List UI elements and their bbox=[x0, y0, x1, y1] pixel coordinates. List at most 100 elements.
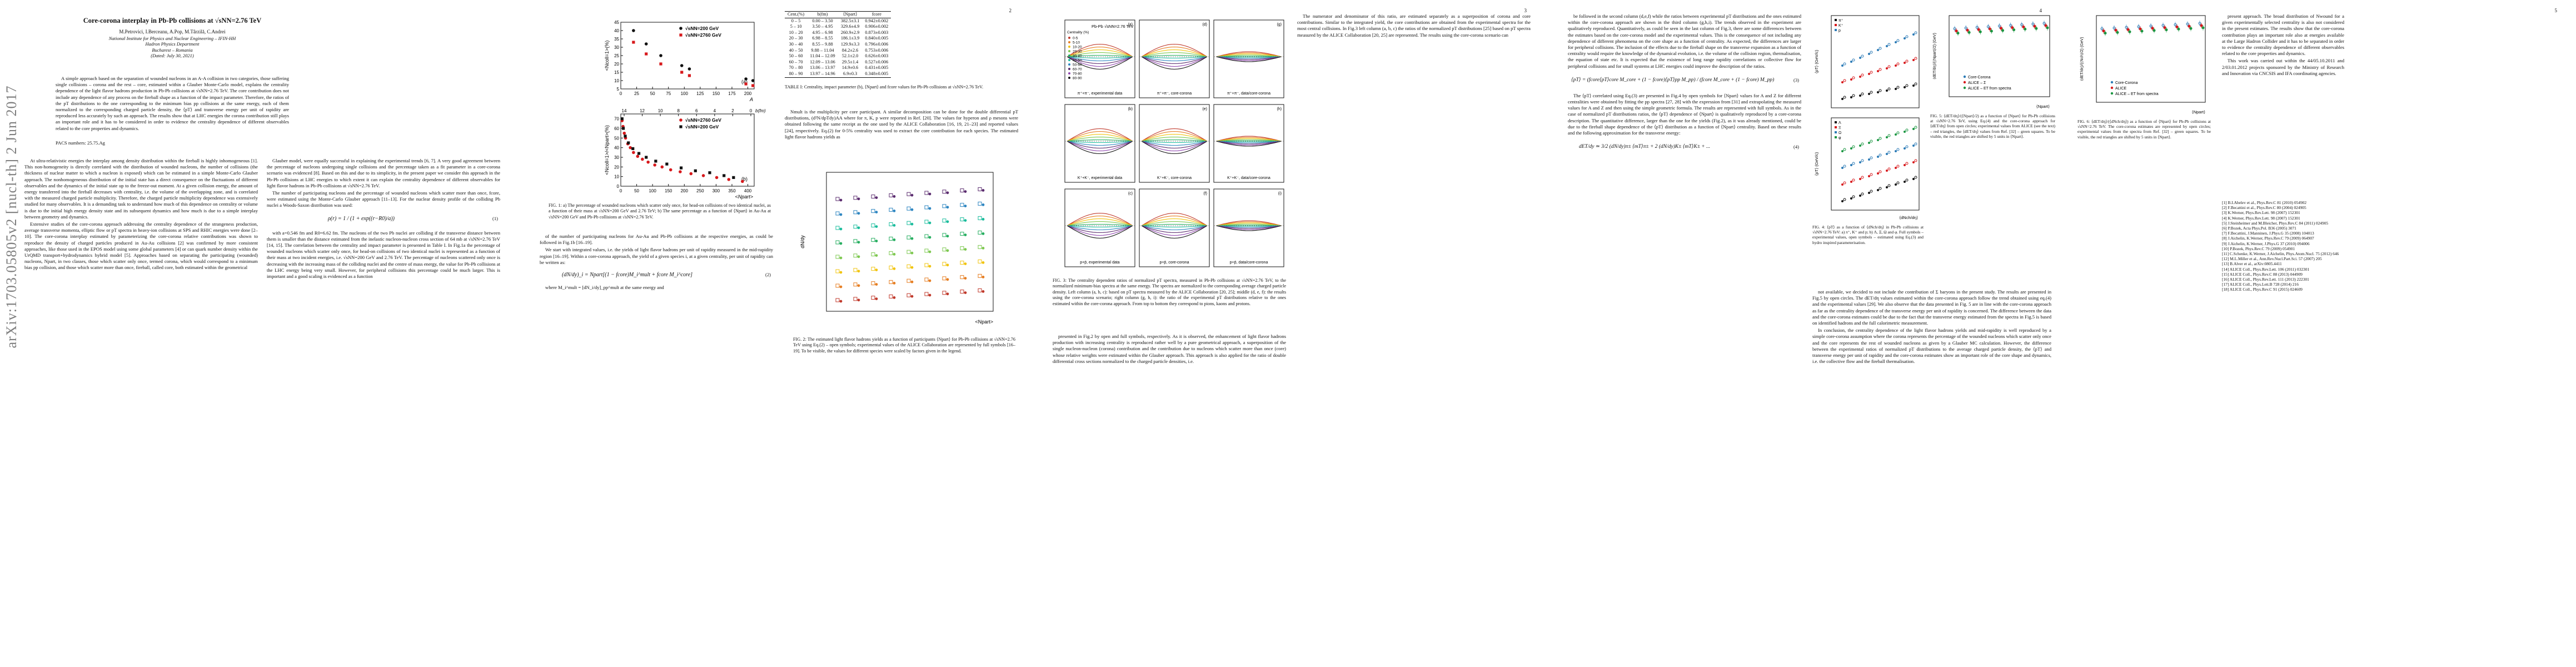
legend-marker bbox=[1068, 46, 1070, 48]
page-2: 2 0 25 50 75 100 125 150 175 200 5 10 15 20 25 30 35 40 4… bbox=[515, 0, 1030, 667]
data-point bbox=[978, 259, 982, 263]
series-line bbox=[1141, 54, 1208, 57]
data-point bbox=[857, 197, 860, 201]
legend-label: √sNN=200 GeV bbox=[685, 124, 719, 130]
legend-label: 60-70 bbox=[1073, 68, 1082, 72]
data-point bbox=[744, 82, 748, 86]
table-cell: 9.88 – 11.04 bbox=[811, 47, 834, 53]
plot-frame bbox=[1831, 15, 1920, 108]
legend-marker bbox=[2110, 92, 2114, 95]
data-point bbox=[751, 79, 755, 82]
data-point bbox=[960, 246, 964, 251]
data-point bbox=[946, 249, 949, 252]
legend-marker bbox=[1835, 131, 1837, 133]
reference-item: [6] P.Bozek, Acta Phys.Pol. B36 (2005) 3… bbox=[2222, 226, 2296, 231]
table-cell: 14.9±0.6 bbox=[841, 65, 859, 71]
data-point bbox=[1868, 175, 1870, 177]
data-point bbox=[1886, 45, 1888, 47]
series-line bbox=[1067, 225, 1133, 239]
data-point bbox=[659, 54, 662, 57]
data-point bbox=[871, 267, 875, 271]
data-point bbox=[1843, 148, 1846, 151]
data-point bbox=[723, 174, 726, 177]
data-point bbox=[727, 178, 731, 181]
data-point bbox=[632, 41, 635, 44]
data-point bbox=[981, 290, 985, 293]
data-point bbox=[1912, 161, 1915, 163]
data-point bbox=[1886, 186, 1888, 188]
plot-frame bbox=[2096, 15, 2206, 103]
legend-marker bbox=[2110, 86, 2114, 89]
data-point bbox=[835, 211, 840, 216]
data-point bbox=[1905, 178, 1909, 182]
legend-label: Ξ bbox=[1838, 126, 1841, 130]
data-point bbox=[644, 42, 648, 46]
paragraph: present approach. The broad distribution… bbox=[2222, 13, 2344, 57]
data-point bbox=[1852, 58, 1855, 62]
legend-label: 5-10 bbox=[1073, 41, 1080, 45]
legend-marker bbox=[1963, 86, 1966, 89]
data-point bbox=[1886, 89, 1888, 92]
legend-label: 50-60 bbox=[1073, 63, 1082, 67]
data-point bbox=[1887, 134, 1891, 137]
paper-title: Core-corona interplay in Pb-Pb collision… bbox=[83, 17, 262, 24]
data-point bbox=[960, 188, 964, 193]
series-line bbox=[1067, 46, 1133, 57]
data-point bbox=[1868, 142, 1870, 144]
data-point bbox=[946, 235, 949, 238]
series-line bbox=[1215, 56, 1282, 59]
table-cell: 186.1±3.9 bbox=[840, 36, 860, 41]
legend-label: 0-5 bbox=[1073, 37, 1078, 41]
data-point bbox=[1904, 181, 1906, 183]
series-line bbox=[1141, 43, 1208, 57]
data-point bbox=[1887, 65, 1891, 68]
series-line bbox=[1067, 225, 1133, 236]
data-point bbox=[1859, 195, 1861, 197]
data-point bbox=[875, 225, 878, 228]
data-point bbox=[1868, 192, 1870, 194]
data-point bbox=[875, 283, 878, 286]
series-line bbox=[1067, 139, 1133, 142]
reference-item: [10] P.Bozek, Phys.Rev.C 79 (2009) 05490… bbox=[2222, 246, 2295, 251]
y-tick-label: 15 bbox=[614, 70, 619, 75]
reference-item: [15] ALICE Coll., Phys.Rev.C 88 (2013) 0… bbox=[2222, 271, 2303, 277]
data-point bbox=[942, 291, 946, 295]
data-point bbox=[654, 160, 657, 163]
legend-marker bbox=[1835, 136, 1837, 138]
x-tick-label: 125 bbox=[696, 91, 704, 96]
data-point bbox=[680, 71, 684, 74]
data-point bbox=[1877, 156, 1879, 158]
series-line bbox=[1141, 52, 1208, 57]
data-point bbox=[653, 163, 656, 167]
legend-label: √sNN=200 GeV bbox=[685, 26, 719, 31]
series-line bbox=[1141, 215, 1208, 226]
data-point bbox=[889, 207, 893, 212]
arxiv-stamp: arXiv:1703.05805v2 [nucl-th] 2 Jun 2017 bbox=[3, 85, 19, 349]
data-point bbox=[1870, 156, 1873, 160]
data-point bbox=[641, 157, 644, 161]
series-line bbox=[1141, 141, 1208, 149]
data-point bbox=[659, 62, 662, 66]
table-row: 80 – 90 13.97 – 14.96 6.9±0.3 0.348±0.005 bbox=[785, 71, 891, 78]
series-line bbox=[1141, 56, 1208, 64]
data-point bbox=[924, 248, 929, 253]
data-point bbox=[835, 255, 840, 259]
data-point bbox=[960, 261, 964, 265]
data-point bbox=[1870, 91, 1873, 94]
page-number: 3 bbox=[1524, 8, 1527, 13]
legend-label: ALICE – Σ bbox=[1968, 81, 1986, 85]
y-tick-label: 0 bbox=[617, 184, 620, 189]
data-point bbox=[1914, 126, 1917, 129]
data-point bbox=[964, 190, 967, 193]
legend-marker bbox=[1068, 72, 1070, 74]
y-tick-label: 25 bbox=[614, 53, 619, 58]
data-point bbox=[1841, 150, 1843, 152]
panel-label: (e) bbox=[1202, 107, 1207, 111]
data-point bbox=[964, 248, 967, 251]
data-point bbox=[1887, 151, 1891, 154]
table-cell: 11.04 – 12.09 bbox=[810, 53, 835, 59]
data-point bbox=[857, 298, 860, 302]
data-point bbox=[978, 201, 982, 206]
table-cell: 29.5±1.4 bbox=[841, 59, 859, 64]
legend-title: Centrality (%) bbox=[1067, 31, 1089, 34]
